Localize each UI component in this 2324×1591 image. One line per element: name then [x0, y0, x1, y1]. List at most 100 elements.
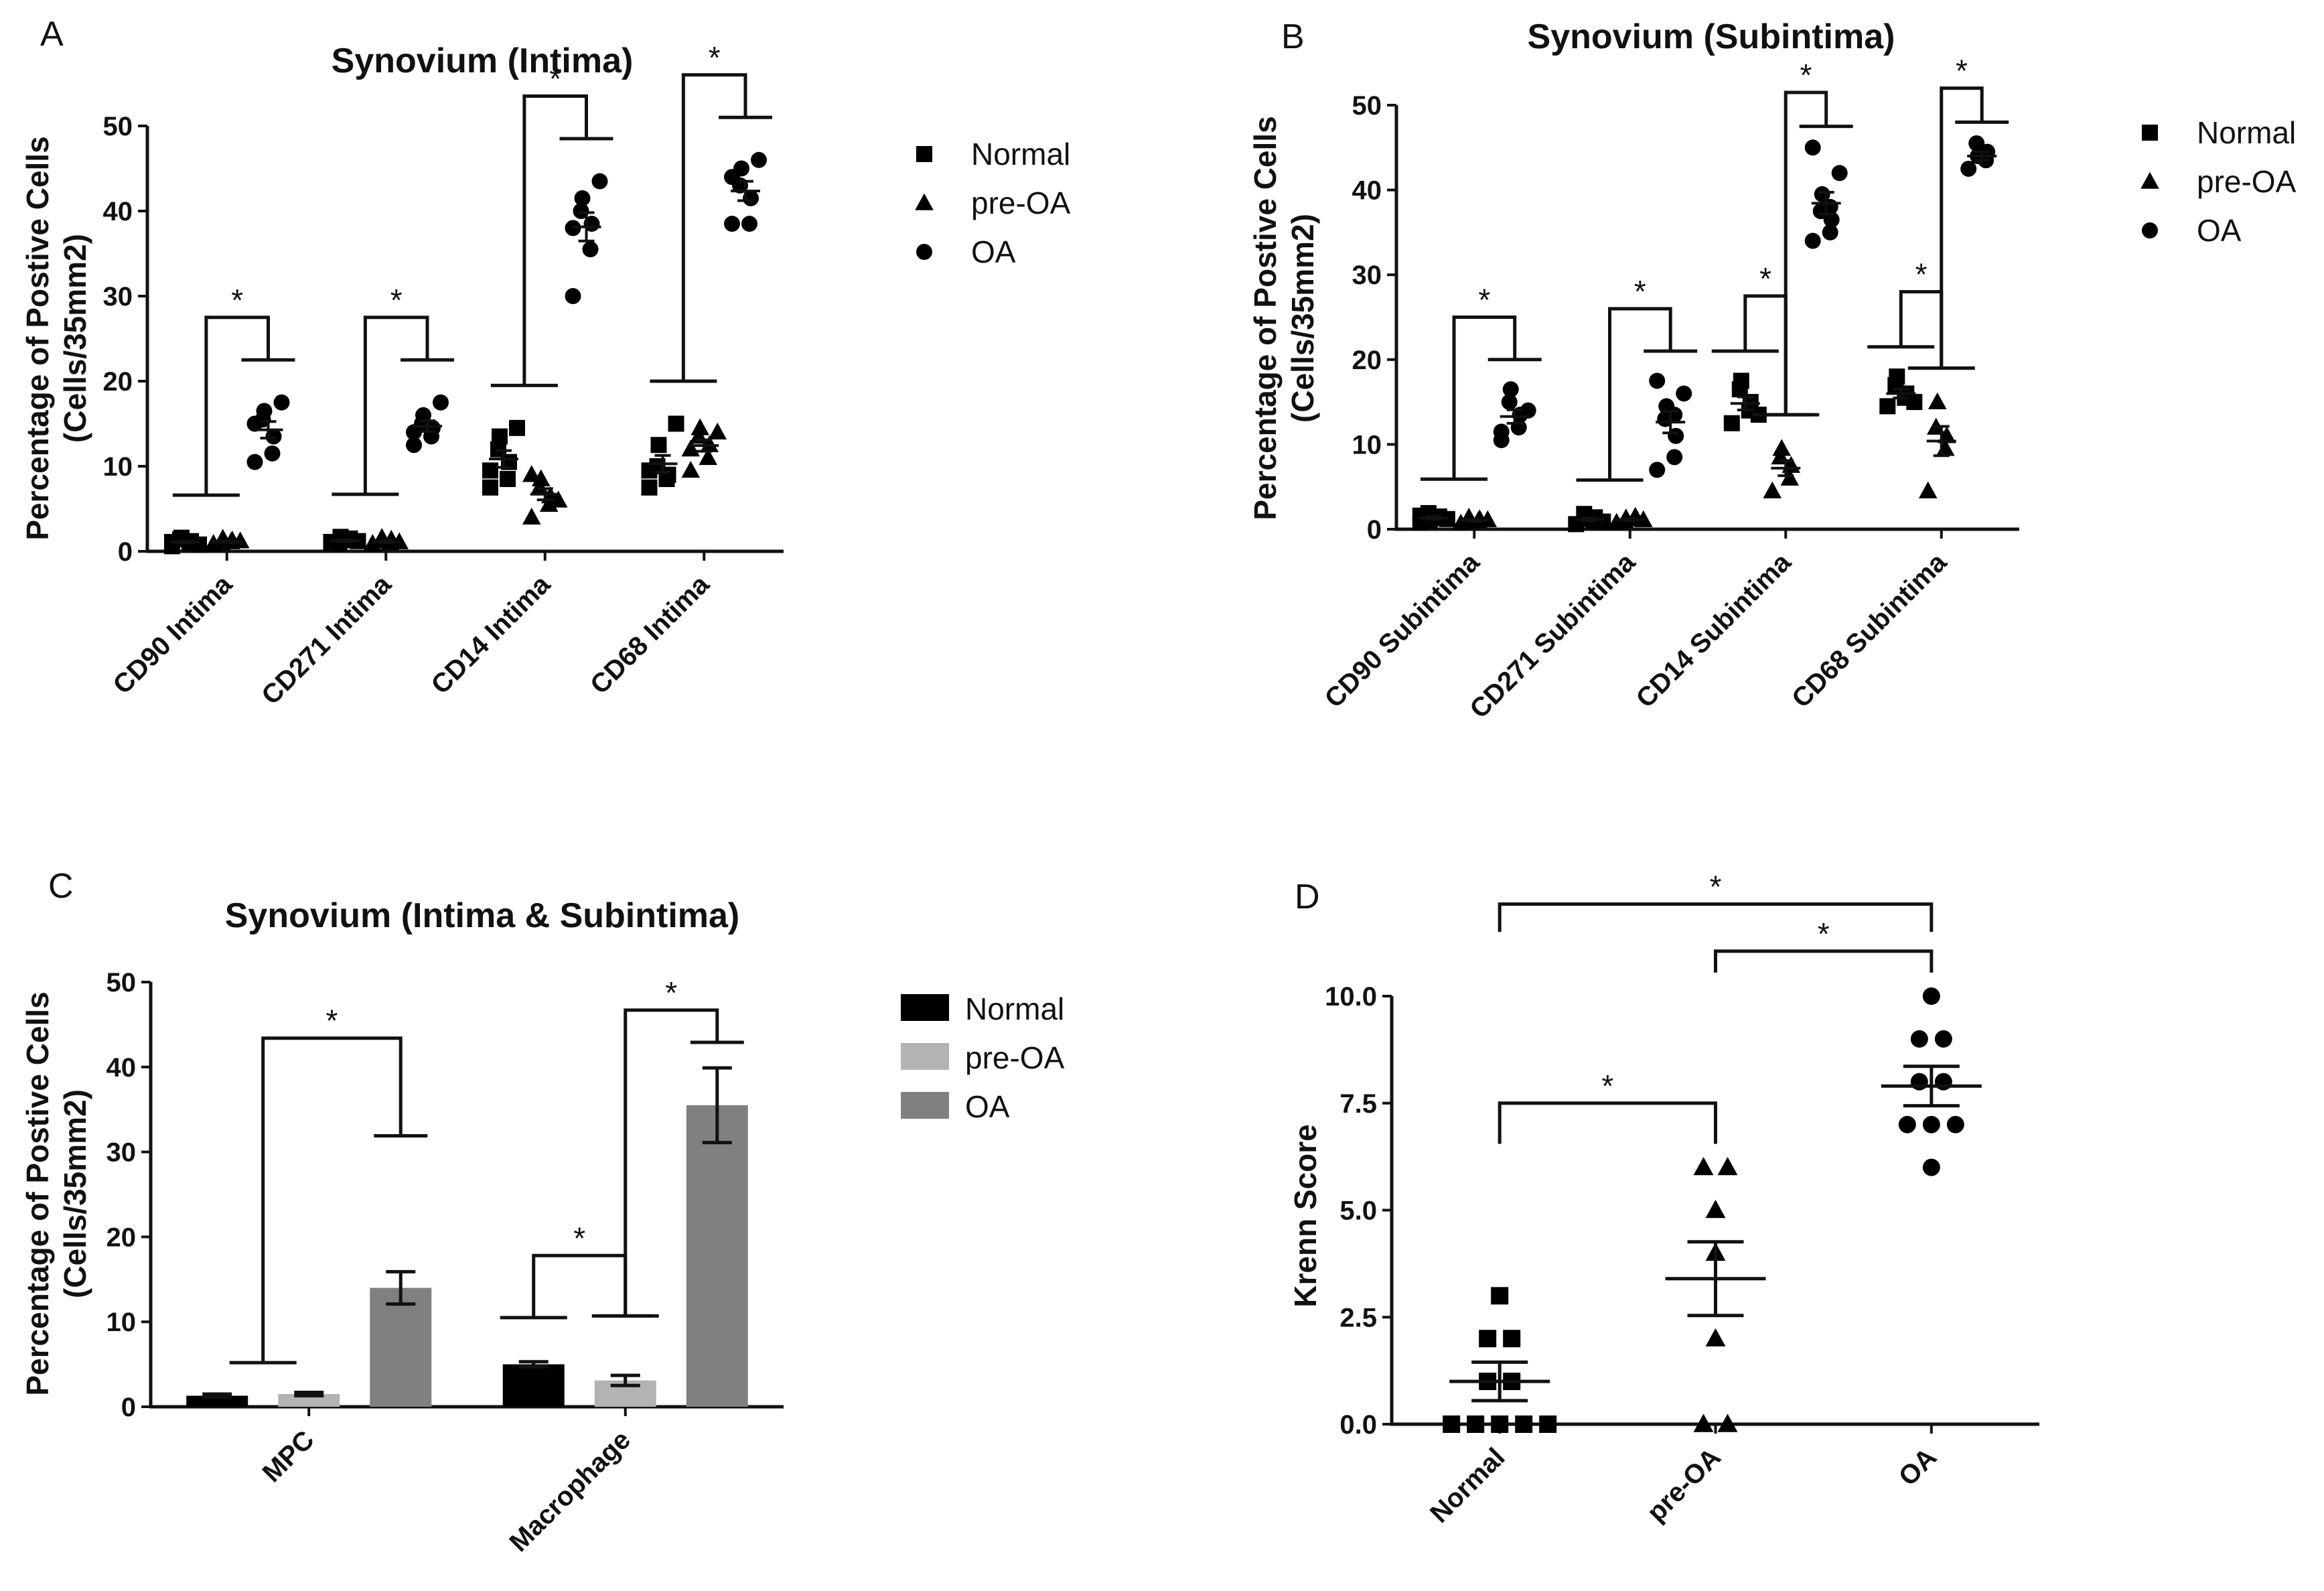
data-point-oa-a: [724, 216, 740, 232]
y-tick-label-c: 20: [106, 1223, 137, 1252]
significance-bracket-b: [1421, 316, 1542, 481]
significance-bracket-c: [500, 1253, 652, 1320]
bar-oa-c: [686, 1105, 748, 1407]
x-tick-label-b: CD68 Subintima: [1786, 547, 1953, 714]
data-point-oa-d: [1910, 1073, 1928, 1091]
panel-a: A Synovium (Intima) Percentage of Postiv…: [20, 15, 1071, 711]
legend-label-normal: Normal: [965, 991, 1064, 1026]
data-point-pre-oa-a: [539, 494, 559, 512]
data-point-oa-a: [264, 445, 281, 462]
data-point-oa-d: [1946, 1115, 1964, 1133]
data-point-oa-a: [582, 241, 599, 258]
data-point-oa-a: [433, 394, 449, 411]
data-point-oa-b: [1960, 160, 1977, 177]
data-point-pre-oa-d: [1717, 1157, 1738, 1176]
chart-title-c: Synovium (Intima & Subintima): [225, 896, 740, 935]
panel-letter-b: B: [1281, 17, 1305, 56]
data-point-oa-d: [1934, 1030, 1952, 1048]
data-point-pre-oa-b: [1478, 510, 1498, 527]
bar-oa-c: [370, 1288, 432, 1407]
y-tick-label-a: 10: [103, 452, 133, 482]
data-point-oa-d: [1934, 1073, 1952, 1091]
data-point-pre-oa-a: [708, 422, 727, 439]
significance-bracket-b: [1907, 86, 2009, 370]
panel-letter-c: C: [48, 867, 74, 906]
data-point-pre-oa-a: [681, 460, 701, 478]
data-point-oa-b: [1804, 139, 1821, 156]
data-point-pre-oa-b: [1918, 481, 1938, 498]
legend-swatch-oa: [901, 1092, 949, 1119]
panel-d: D Krenn Score 0.0 2.5 5.0 7.5 10.0 Normal pre-…: [1288, 870, 2039, 1529]
data-point-oa-a: [724, 169, 740, 186]
data-point-oa-a: [246, 415, 263, 432]
legend-marker-normal: [916, 146, 932, 162]
significance-star-a: *: [390, 283, 403, 318]
y-tick-label-b: 10: [1352, 430, 1382, 460]
data-point-normal-d: [1539, 1415, 1557, 1433]
y-tick-label-a: 0: [118, 537, 133, 567]
significance-star-b: *: [1634, 274, 1646, 309]
data-point-normal-d: [1515, 1415, 1533, 1433]
data-point-oa-d: [1898, 1115, 1916, 1133]
y-tick-label-a: 50: [103, 112, 133, 141]
plot-area-c: 0 10 20 30 40 50 MPC Macrophage * * *: [106, 968, 784, 1558]
y-axis-label-c: Percentage of Postive Cells (Cells/35mm2…: [20, 991, 92, 1395]
significance-star-b: *: [1759, 261, 1771, 296]
legend-label-normal: Normal: [2197, 115, 2296, 150]
data-point-oa-d: [1922, 987, 1940, 1005]
data-point-oa-a: [273, 394, 290, 411]
x-tick-label-b: CD271 Subintima: [1464, 547, 1641, 724]
legend-label-pre-oa: pre-OA: [971, 186, 1071, 220]
data-point-normal-b: [1733, 372, 1749, 389]
y-tick-label-d: 10.0: [1325, 982, 1377, 1012]
significance-star-c: *: [665, 975, 677, 1010]
x-tick-label-a: CD68 Intima: [585, 569, 715, 700]
data-point-oa-a: [565, 288, 581, 304]
bar-pre-oa-c: [278, 1393, 340, 1407]
data-point-oa-a: [574, 190, 591, 206]
data-point-oa-b: [1822, 224, 1838, 240]
data-point-oa-a: [741, 216, 757, 232]
data-point-oa-a: [751, 151, 767, 168]
data-point-pre-oa-a: [522, 507, 541, 525]
significance-star-a: *: [709, 40, 721, 75]
y-axis-label-b: Percentage of Postive Cells (Cells/35mm2…: [1248, 116, 1320, 520]
x-tick-label-a: CD271 Intima: [256, 569, 397, 711]
data-point-pre-oa-b: [1763, 481, 1782, 498]
data-point-pre-oa-a: [691, 418, 710, 435]
legend-marker-normal: [2142, 125, 2158, 141]
data-point-pre-oa-a: [230, 531, 250, 549]
x-tick-label-a: CD90 Intima: [108, 569, 238, 700]
legend-label-normal: Normal: [971, 137, 1070, 171]
bar-normal-c: [186, 1395, 248, 1407]
data-point-pre-oa-a: [681, 439, 701, 457]
y-tick-label-d: 2.5: [1339, 1303, 1377, 1332]
y-axis-label-a-line1: Percentage of Postive Cells: [20, 136, 55, 540]
legend-c: Normal pre-OA OA: [901, 991, 1065, 1124]
y-tick-label-c: 0: [121, 1393, 136, 1422]
significance-bracket-a: [490, 94, 613, 387]
legend-label-oa: OA: [971, 234, 1016, 269]
data-point-normal-a: [650, 437, 667, 454]
data-point-normal-a: [492, 428, 508, 445]
chart-title-b: Synovium (Subintima): [1528, 17, 1895, 56]
data-point-normal-a: [191, 536, 207, 553]
panel-c: C Synovium (Intima & Subintima) Percenta…: [20, 867, 1065, 1558]
data-point-pre-oa-d: [1693, 1157, 1714, 1176]
legend-swatch-normal: [901, 994, 949, 1021]
y-tick-label-d: 0.0: [1339, 1410, 1377, 1440]
significance-star-a: *: [549, 62, 561, 96]
data-point-pre-oa-d: [1717, 1413, 1738, 1432]
legend-marker-oa: [2142, 222, 2158, 238]
y-axis-label-d-line1: Krenn Score: [1288, 1124, 1323, 1308]
y-tick-label-d: 5.0: [1339, 1196, 1377, 1226]
data-point-oa-b: [1823, 211, 1840, 228]
legend-label-oa: OA: [2197, 213, 2242, 248]
data-point-normal-d: [1491, 1287, 1509, 1305]
data-point-normal-a: [500, 471, 516, 488]
data-point-pre-oa-b: [1772, 439, 1792, 456]
y-axis-label-b-line2: (Cells/35mm2): [1285, 214, 1320, 423]
data-point-normal-d: [1467, 1415, 1485, 1433]
data-point-normal-d: [1503, 1330, 1521, 1348]
